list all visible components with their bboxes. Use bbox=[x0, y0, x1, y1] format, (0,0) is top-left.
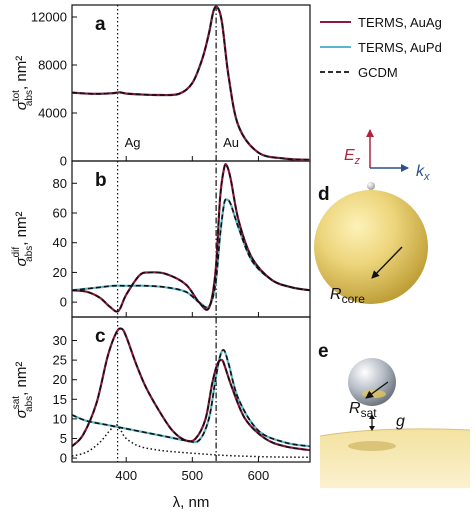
ytick-label: 4000 bbox=[38, 106, 67, 121]
gap-arrow-heads bbox=[369, 414, 375, 431]
ytick-label: 5 bbox=[60, 431, 67, 446]
ytick-label: 0 bbox=[60, 295, 67, 310]
panel-a-ylabel: σtot abs, nm² bbox=[11, 56, 35, 110]
ytick-label: 60 bbox=[53, 206, 67, 221]
illustration-d: Ez kx d Rcore bbox=[314, 129, 430, 306]
sphere-reflection bbox=[362, 390, 386, 398]
surface-edge bbox=[319, 428, 471, 437]
series-b-0 bbox=[72, 163, 310, 313]
tip-particle bbox=[367, 182, 375, 190]
panel-a-label: a bbox=[95, 14, 106, 35]
series-c-2 bbox=[72, 327, 310, 452]
panel-a-series bbox=[72, 5, 310, 161]
legend-label-auag: TERMS, AuAg bbox=[358, 15, 442, 30]
panel-c-series bbox=[72, 327, 310, 459]
legend-label-gcdm: GCDM bbox=[358, 65, 398, 80]
legend-label-aupd: TERMS, AuPd bbox=[358, 40, 442, 55]
series-b-2 bbox=[72, 163, 310, 313]
ag-annotation: Ag bbox=[125, 135, 141, 150]
ytick-label: 25 bbox=[53, 353, 67, 368]
illustration-e: e Rsat g bbox=[318, 341, 471, 488]
kx-label: kx bbox=[416, 163, 430, 183]
rcore-arrow bbox=[371, 246, 403, 279]
ytick-label: 0 bbox=[60, 451, 67, 466]
satellite-sphere bbox=[348, 358, 396, 406]
ytick-label: 20 bbox=[53, 265, 67, 280]
ytick-label: 20 bbox=[53, 372, 67, 387]
panel-e-label: e bbox=[318, 341, 329, 362]
ytick-label: 8000 bbox=[38, 58, 67, 73]
panel-c-frame bbox=[71, 316, 311, 463]
panel-b-frame bbox=[71, 160, 311, 318]
panel-b-ylabel: σdif abs, nm² bbox=[11, 212, 35, 267]
series-a-2 bbox=[72, 5, 310, 161]
rcore-label: Rcore bbox=[330, 286, 365, 306]
panel-a-yticks: 0 4000 8000 12000 bbox=[31, 10, 77, 169]
ytick-label: 40 bbox=[53, 235, 67, 250]
series-a-0 bbox=[72, 5, 310, 161]
gold-surface bbox=[320, 428, 470, 488]
xtick-label: 400 bbox=[115, 468, 137, 483]
ez-label: Ez bbox=[344, 147, 361, 167]
surface-shadow bbox=[348, 441, 396, 451]
ytick-label: 30 bbox=[53, 333, 67, 348]
panel-c-ylabel: σsat abs, nm² bbox=[11, 362, 35, 419]
chart-curves bbox=[72, 5, 310, 459]
panel-b-series bbox=[72, 163, 310, 313]
ytick-label: 80 bbox=[53, 176, 67, 191]
ytick-label: 12000 bbox=[31, 10, 67, 25]
x-ticks: 400 500 600 bbox=[115, 156, 269, 483]
ytick-label: 0 bbox=[60, 154, 67, 169]
core-sphere bbox=[314, 190, 428, 304]
au-annotation: Au bbox=[223, 135, 239, 150]
series-c-3 bbox=[72, 349, 310, 448]
panel-c-yticks: 0 5 10 15 20 25 30 bbox=[53, 333, 77, 466]
panel-b-label: b bbox=[95, 170, 107, 191]
xtick-label: 500 bbox=[181, 468, 203, 483]
series-b-3 bbox=[72, 198, 310, 309]
panel-b-yticks: 0 20 40 60 80 bbox=[53, 176, 77, 310]
legend: TERMS, AuAg TERMS, AuPd GCDM bbox=[320, 15, 442, 80]
gap-label: g bbox=[396, 413, 405, 430]
ytick-label: 15 bbox=[53, 392, 67, 407]
x-axis-label: λ, nm bbox=[173, 494, 210, 511]
panel-d-label: d bbox=[318, 184, 330, 205]
ytick-label: 10 bbox=[53, 411, 67, 426]
rsat-arrow bbox=[365, 381, 389, 399]
series-c-4 bbox=[72, 424, 310, 459]
panel-c-label: c bbox=[95, 326, 106, 347]
xtick-label: 600 bbox=[248, 468, 270, 483]
